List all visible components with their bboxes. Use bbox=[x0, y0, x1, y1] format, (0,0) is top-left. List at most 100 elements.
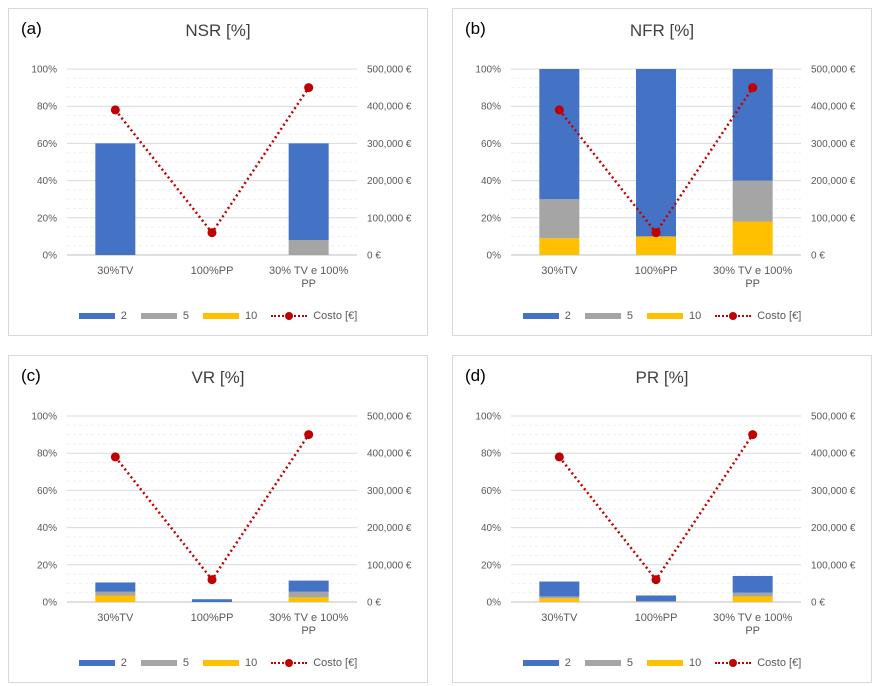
y-tick-label: 80% bbox=[481, 449, 501, 460]
y2-tick-label: 500,000 € bbox=[367, 412, 412, 423]
bar-series-2 bbox=[636, 69, 676, 237]
y2-tick-label: 300,000 € bbox=[367, 486, 412, 497]
legend: 2 5 10 Costo [€] bbox=[453, 310, 871, 322]
legend-item-5: 5 bbox=[584, 310, 633, 322]
bar-series-2 bbox=[95, 582, 136, 592]
panel-label: (c) bbox=[21, 366, 41, 385]
y2-tick-label: 400,000 € bbox=[811, 102, 856, 113]
legend-item-cost: Costo [€] bbox=[271, 657, 357, 669]
legend-label-2: 2 bbox=[120, 310, 127, 322]
legend-label-2: 2 bbox=[564, 310, 571, 322]
x-tick-label: 100%PP bbox=[635, 265, 678, 277]
legend-label-10: 10 bbox=[244, 310, 258, 322]
x-tick-label: 30% TV e 100% bbox=[713, 265, 793, 277]
y2-tick-label: 500,000 € bbox=[367, 65, 412, 76]
legend-line-cost bbox=[715, 658, 752, 668]
legend-label-10: 10 bbox=[244, 657, 258, 669]
y-tick-label: 40% bbox=[481, 523, 501, 534]
cost-point bbox=[748, 83, 758, 93]
y-tick-label: 20% bbox=[481, 213, 501, 224]
y2-tick-label: 300,000 € bbox=[367, 139, 412, 150]
chart-plot: 0% 0 € 20% 100,000 € 40% 200,000 € 60% 300,000 … bbox=[31, 65, 412, 291]
legend-label-cost: Costo [€] bbox=[757, 310, 802, 322]
y-tick-label: 40% bbox=[481, 176, 501, 187]
legend-label-2: 2 bbox=[120, 657, 127, 669]
legend-item-10: 10 bbox=[646, 310, 702, 322]
y2-tick-label: 400,000 € bbox=[811, 449, 856, 460]
cost-point bbox=[651, 575, 661, 585]
legend-line-cost bbox=[715, 311, 752, 321]
legend: 2 5 10 Costo [€] bbox=[9, 310, 427, 322]
x-tick-label: PP bbox=[301, 625, 316, 637]
legend-label-10: 10 bbox=[688, 657, 702, 669]
y2-tick-label: 200,000 € bbox=[367, 523, 412, 534]
cost-line bbox=[114, 433, 310, 582]
chart-panel-a: 0% 0 € 20% 100,000 € 40% 200,000 € 60% 300,000 … bbox=[8, 8, 428, 336]
y2-tick-label: 100,000 € bbox=[367, 560, 412, 571]
y-tick-label: 100% bbox=[475, 412, 501, 423]
legend-item-10: 10 bbox=[202, 657, 258, 669]
bar-series-5 bbox=[288, 240, 329, 255]
legend-item-cost: Costo [€] bbox=[715, 657, 801, 669]
y-tick-label: 0% bbox=[43, 598, 58, 609]
bar-series-5 bbox=[732, 592, 773, 597]
y-tick-label: 0% bbox=[43, 251, 58, 262]
legend-swatch-10 bbox=[202, 313, 239, 319]
legend-label-cost: Costo [€] bbox=[313, 310, 358, 322]
bar-series-2 bbox=[288, 580, 329, 592]
bar-series-2 bbox=[539, 69, 580, 200]
legend-label-cost: Costo [€] bbox=[313, 657, 358, 669]
y-tick-label: 80% bbox=[37, 102, 57, 113]
y-tick-label: 40% bbox=[37, 176, 57, 187]
x-tick-label: PP bbox=[745, 278, 760, 290]
cost-point bbox=[304, 430, 314, 440]
bar-series-2 bbox=[539, 581, 580, 597]
y2-tick-label: 400,000 € bbox=[367, 102, 412, 113]
y-tick-label: 60% bbox=[481, 486, 501, 497]
legend-label-5: 5 bbox=[182, 310, 189, 322]
legend-item-5: 5 bbox=[140, 657, 189, 669]
cost-line bbox=[558, 433, 754, 582]
bar-series-5 bbox=[288, 591, 329, 598]
y2-tick-label: 200,000 € bbox=[811, 523, 856, 534]
y-tick-label: 80% bbox=[37, 449, 57, 460]
bar-series-5 bbox=[539, 199, 580, 239]
y2-tick-label: 0 € bbox=[811, 598, 825, 609]
legend-swatch-10 bbox=[202, 660, 239, 666]
y2-tick-label: 0 € bbox=[367, 598, 381, 609]
chart-plot: 0% 0 € 20% 100,000 € 40% 200,000 € 60% 300,000 … bbox=[475, 65, 856, 291]
x-tick-label: 30% TV e 100% bbox=[269, 612, 349, 624]
legend-swatch-2 bbox=[522, 660, 559, 666]
chart-title: PR [%] bbox=[635, 368, 689, 387]
bar-series-10 bbox=[288, 597, 329, 602]
y2-tick-label: 100,000 € bbox=[367, 213, 412, 224]
legend-label-5: 5 bbox=[182, 657, 189, 669]
x-tick-label: 30%TV bbox=[541, 612, 578, 624]
y-tick-label: 80% bbox=[481, 102, 501, 113]
bar-series-5 bbox=[95, 591, 136, 596]
legend-label-10: 10 bbox=[688, 310, 702, 322]
legend-label-cost: Costo [€] bbox=[757, 657, 802, 669]
legend: 2 5 10 Costo [€] bbox=[9, 657, 427, 669]
legend-item-2: 2 bbox=[522, 310, 571, 322]
y2-tick-label: 500,000 € bbox=[811, 65, 856, 76]
chart-panel-d: 0% 0 € 20% 100,000 € 40% 200,000 € 60% 300,000 … bbox=[452, 355, 872, 683]
panel-label: (a) bbox=[21, 19, 42, 38]
bar-series-10 bbox=[732, 596, 773, 602]
x-tick-label: 100%PP bbox=[191, 612, 234, 624]
legend-item-cost: Costo [€] bbox=[271, 310, 357, 322]
y-tick-label: 60% bbox=[37, 486, 57, 497]
legend-item-5: 5 bbox=[584, 657, 633, 669]
panel-label: (d) bbox=[465, 366, 486, 385]
legend-swatch-10 bbox=[646, 660, 683, 666]
x-tick-label: 30%TV bbox=[97, 265, 134, 277]
y2-tick-label: 0 € bbox=[367, 251, 381, 262]
y2-tick-label: 100,000 € bbox=[811, 560, 856, 571]
x-tick-label: 30% TV e 100% bbox=[713, 612, 793, 624]
bar-series-5 bbox=[732, 180, 773, 222]
cost-point bbox=[748, 430, 758, 440]
bar-series-2 bbox=[288, 143, 329, 241]
cost-line bbox=[114, 86, 310, 235]
y2-tick-label: 200,000 € bbox=[367, 176, 412, 187]
y-tick-label: 40% bbox=[37, 523, 57, 534]
